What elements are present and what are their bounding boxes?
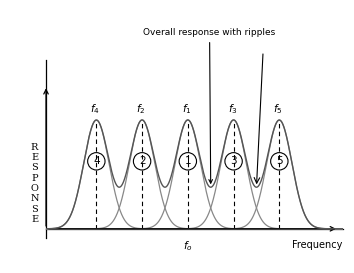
Text: S: S [31, 163, 38, 172]
Text: 5: 5 [276, 156, 282, 166]
Text: N: N [30, 194, 39, 203]
Text: Overall response with ripples: Overall response with ripples [143, 28, 276, 183]
Text: $f_{4}$: $f_{4}$ [90, 102, 100, 115]
Text: E: E [31, 153, 38, 162]
Text: O: O [31, 184, 39, 193]
Text: $f_{3}$: $f_{3}$ [228, 102, 237, 115]
Text: 3: 3 [230, 156, 237, 166]
Text: E: E [31, 215, 38, 224]
Text: $f_{5}$: $f_{5}$ [273, 102, 283, 115]
Text: $f_{2}$: $f_{2}$ [136, 102, 146, 115]
Text: $f_{1}$: $f_{1}$ [182, 102, 192, 115]
Text: $f_o$: $f_o$ [183, 240, 193, 254]
Text: S: S [31, 205, 38, 214]
Text: P: P [31, 174, 38, 183]
Text: 1: 1 [184, 156, 191, 166]
Text: Frequency: Frequency [292, 240, 342, 250]
Text: 2: 2 [139, 156, 145, 166]
Text: 4: 4 [93, 156, 100, 166]
Text: R: R [31, 143, 38, 152]
